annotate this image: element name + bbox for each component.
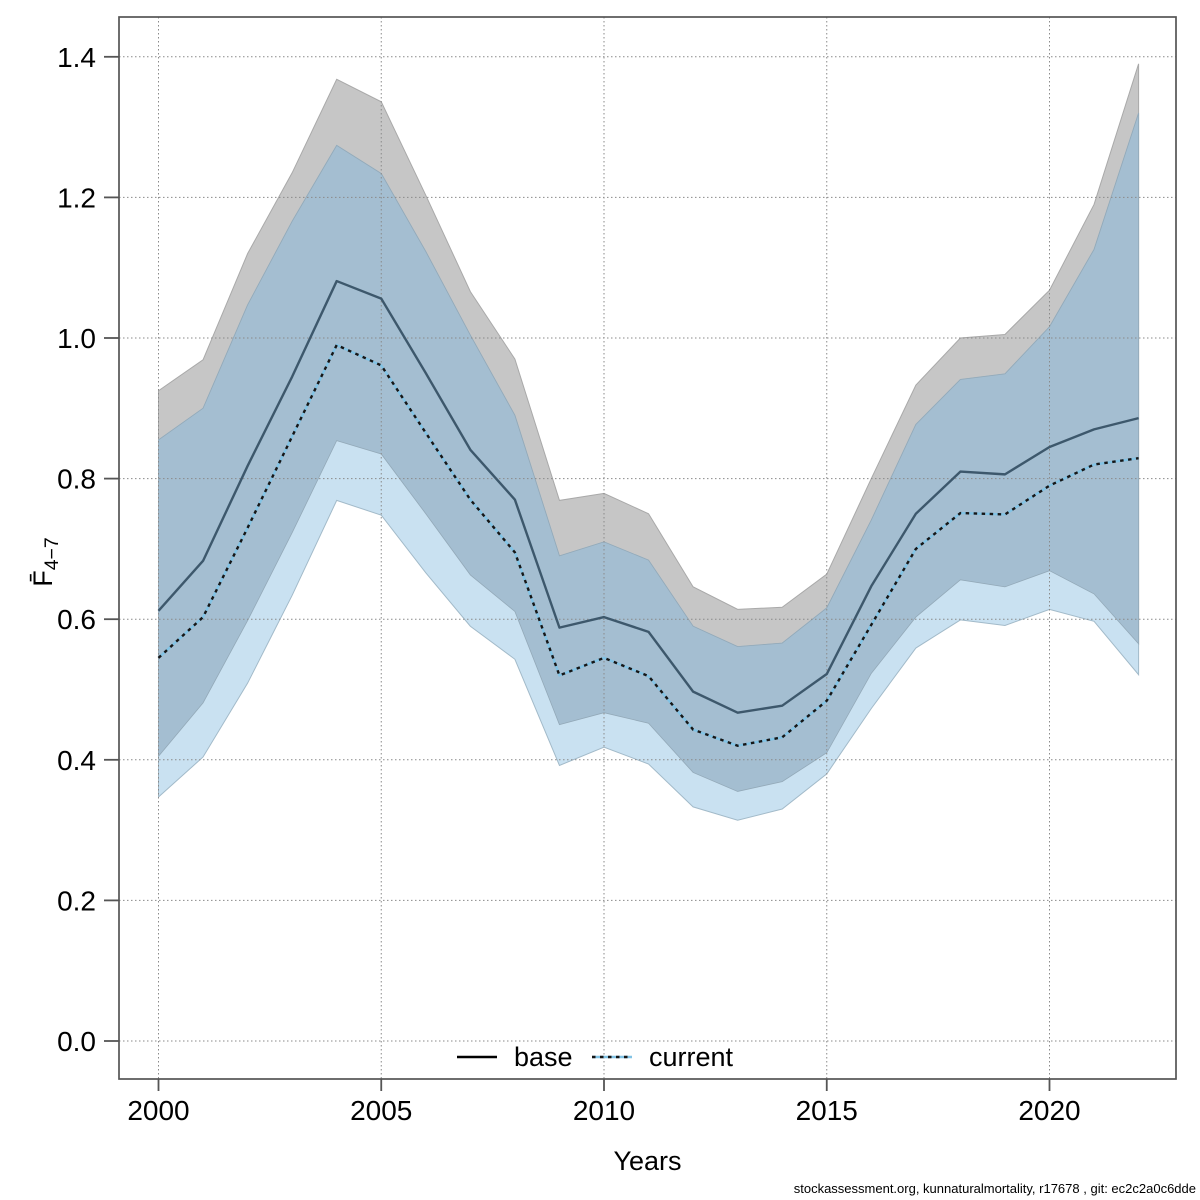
x-tick-label: 2020 (1018, 1095, 1080, 1126)
y-tick-label: 0.2 (57, 885, 96, 916)
x-tick-label: 2005 (350, 1095, 412, 1126)
y-axis-label-subscript: 4−7 (40, 537, 63, 571)
x-tick-label: 2010 (573, 1095, 635, 1126)
base-line (157, 279, 1139, 714)
x-tick-label: 2015 (796, 1095, 858, 1126)
x-axis-label: Years (613, 1146, 682, 1176)
y-tick-label: 0.4 (57, 745, 96, 776)
y-axis-label-main: F̄ (28, 570, 58, 587)
caption: stockassessment.org, kunnaturalmortality… (793, 1181, 1196, 1196)
y-tick-label: 0.8 (57, 464, 96, 495)
y-axis-label: F̄4−7 (28, 482, 68, 642)
y-tick-label: 1.2 (57, 182, 96, 213)
current-line (157, 343, 1139, 747)
y-tick-label: 1.4 (57, 42, 96, 73)
x-tick-label: 2000 (127, 1095, 189, 1126)
y-tick-label: 0.0 (57, 1026, 96, 1057)
plot-box (118, 16, 1177, 1080)
band-overlap-region (158, 112, 1139, 792)
y-tick-label: 1.0 (57, 323, 96, 354)
y-tick-label: 0.6 (57, 604, 96, 635)
